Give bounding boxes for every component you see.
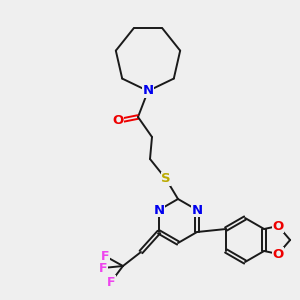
Text: O: O — [272, 248, 284, 260]
Text: N: N — [142, 85, 154, 98]
Text: F: F — [107, 275, 115, 289]
Text: N: N — [191, 203, 203, 217]
Text: O: O — [112, 115, 124, 128]
Text: O: O — [272, 220, 284, 232]
Text: N: N — [153, 203, 164, 217]
Text: F: F — [101, 250, 109, 262]
Text: S: S — [161, 172, 171, 185]
Text: F: F — [99, 262, 107, 275]
